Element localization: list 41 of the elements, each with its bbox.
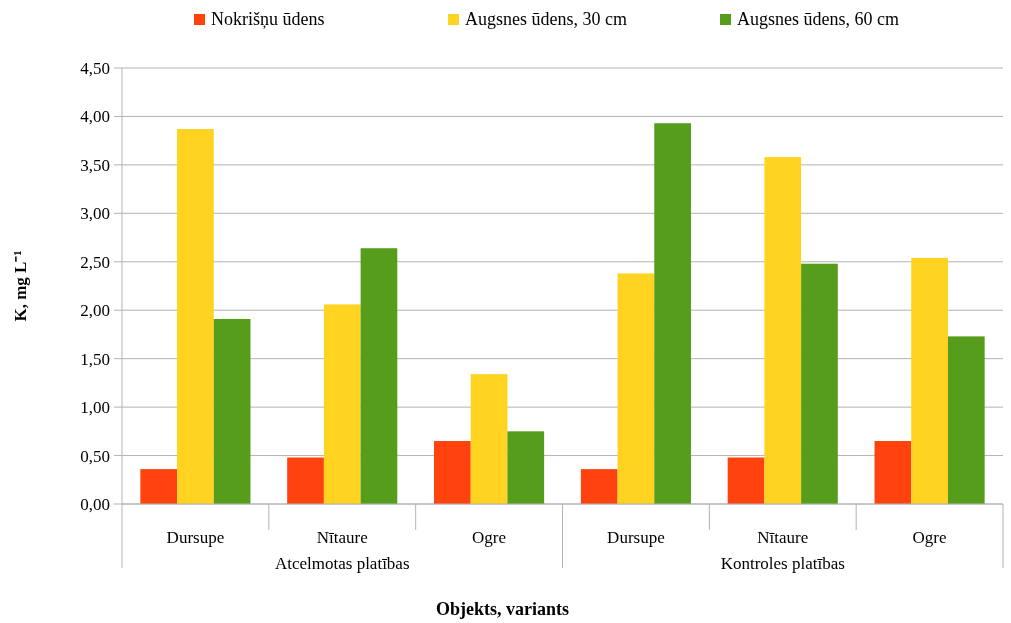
bar [727, 457, 765, 504]
y-tick-label: 4,50 [80, 58, 110, 78]
bar [580, 469, 618, 504]
bar [323, 304, 361, 504]
x-axis-title: Objekts, variants [435, 599, 570, 619]
bar [434, 441, 471, 504]
bar [507, 431, 545, 504]
text: Kontroles platības [720, 554, 845, 573]
bar [287, 457, 324, 504]
x-tick-label: Dursupe [166, 528, 225, 547]
bar [764, 157, 802, 504]
legend-label: Nokrišņu ūdens [211, 9, 325, 29]
y-tick-label: 1,00 [80, 398, 110, 418]
bar [177, 129, 214, 504]
text: Atcelmotas platības [274, 554, 410, 573]
y-tick-label: 2,00 [80, 301, 110, 321]
y-tick-label: 2,50 [80, 252, 110, 272]
legend-label: Augsnes ūdens, 30 cm [465, 9, 627, 29]
y-axis-title: K, mg L⁻¹ [11, 250, 30, 322]
x-tick-label: Nītaure [757, 528, 809, 547]
x-tick-label: Dursupe [607, 528, 665, 547]
bar [911, 257, 948, 504]
bar [140, 469, 178, 504]
x-tick-label: Ogre [472, 528, 507, 547]
bar [617, 273, 655, 504]
bar [360, 248, 398, 504]
y-tick-label: 1,50 [80, 349, 110, 369]
y-tick-label: 0,00 [80, 494, 110, 514]
x-tick-label: Nītaure [316, 528, 368, 547]
x-tick-label: Ogre [912, 528, 947, 547]
y-tick-label: 3,50 [80, 155, 110, 175]
bar [213, 318, 251, 504]
legend-label: Augsnes ūdens, 60 cm [737, 9, 899, 29]
bar [801, 263, 838, 504]
y-tick-label: 0,50 [80, 446, 110, 466]
y-tick-label: 4,00 [80, 107, 110, 127]
bar [874, 441, 912, 504]
bar [654, 123, 691, 504]
bar [470, 374, 508, 504]
y-tick-label: 3,00 [80, 204, 110, 224]
bar [947, 336, 985, 504]
